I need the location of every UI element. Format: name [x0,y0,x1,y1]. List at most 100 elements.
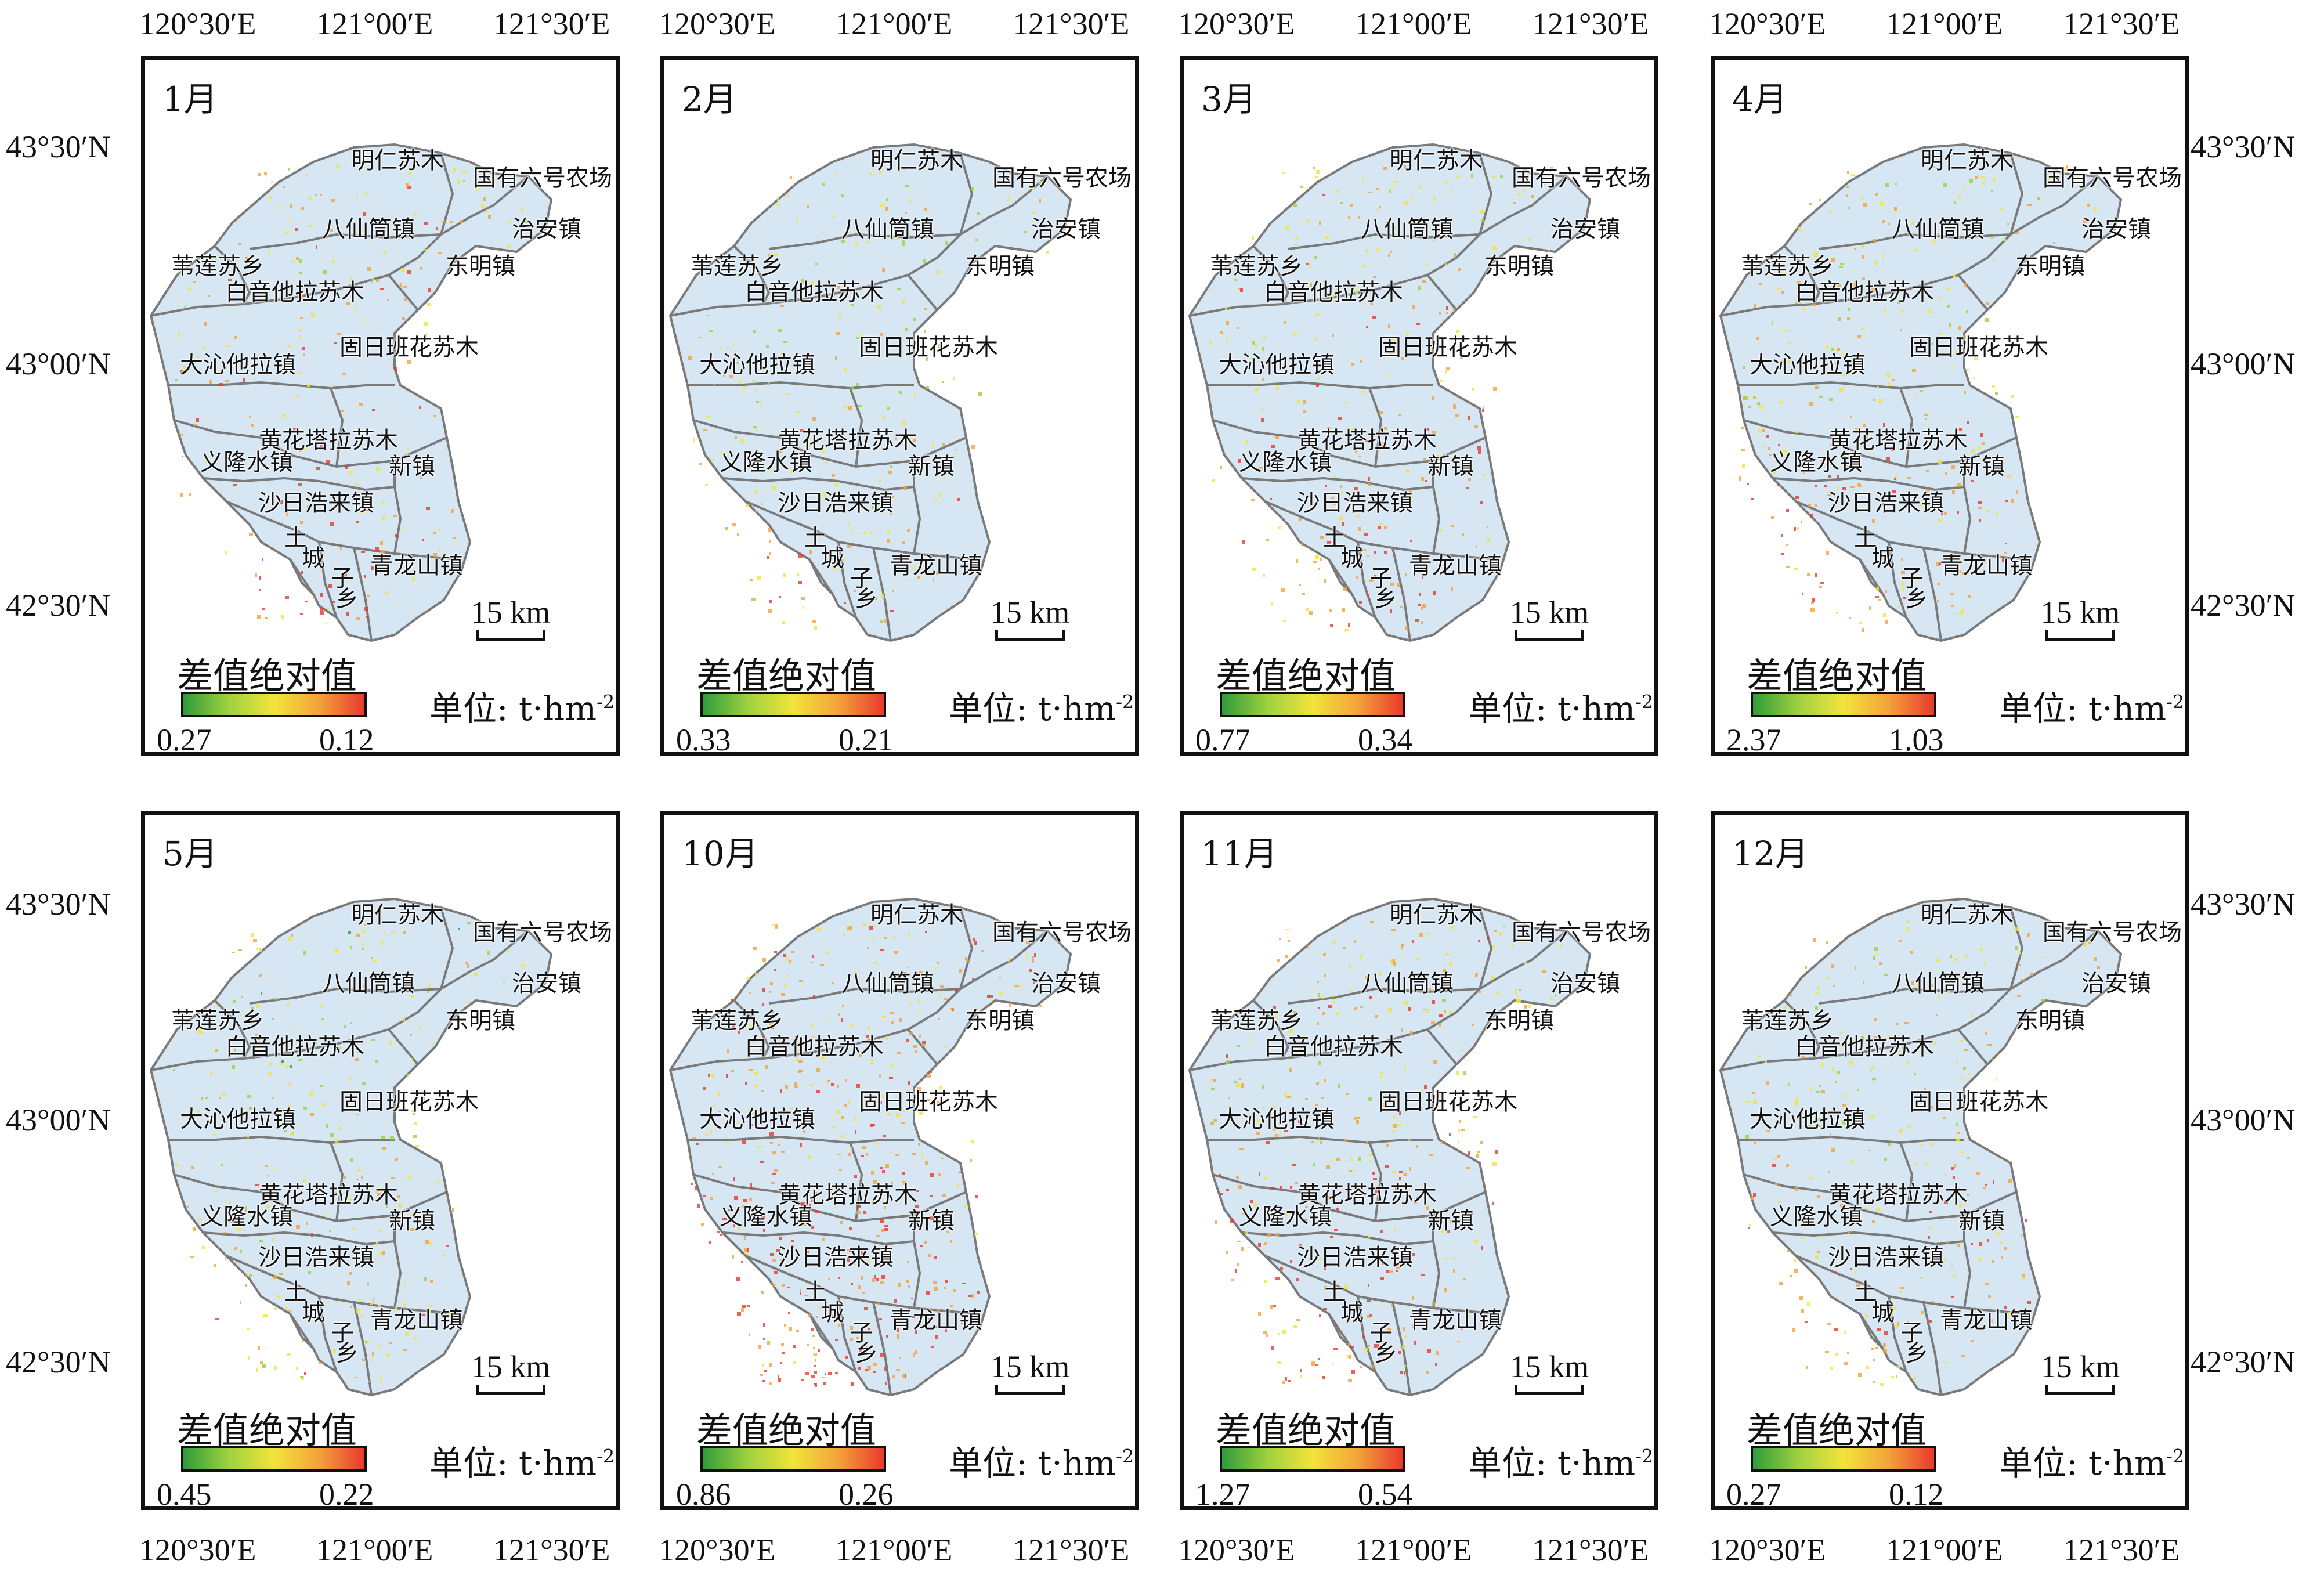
difference-pixel [1773,472,1776,474]
difference-pixel [1866,1208,1869,1210]
difference-pixel [822,1377,825,1378]
lon-label: 120°30′E [659,1533,776,1567]
difference-pixel [329,1042,331,1045]
difference-pixel [1374,575,1376,579]
map-panel: 11月 明仁苏木 国有六号农场 八仙筒镇 治安镇 苇莲苏乡 东明镇 白音他拉苏木… [1180,811,1658,1510]
difference-pixel [1555,994,1556,997]
difference-pixel [1301,543,1303,546]
difference-pixel [1334,1229,1338,1231]
difference-pixel [377,1193,381,1196]
difference-pixel [1389,190,1391,193]
difference-pixel [407,186,411,189]
difference-pixel [1952,490,1955,494]
difference-pixel [785,393,789,395]
difference-pixel [1356,515,1360,518]
difference-pixel [421,1097,425,1101]
difference-pixel [1421,607,1423,610]
unit-text: 单位: t·hm [1999,689,2167,728]
difference-pixel [1837,475,1839,478]
difference-pixel [1959,428,1962,431]
difference-pixel [1967,1157,1970,1159]
difference-pixel [367,595,370,597]
difference-pixel [902,1110,905,1112]
difference-pixel [407,1176,411,1179]
town-label: 八仙筒镇 [1892,216,1985,243]
difference-pixel [811,1375,815,1378]
difference-pixel [839,1169,842,1171]
difference-pixels [688,167,1049,630]
difference-pixel [809,550,812,554]
difference-pixel [1872,1078,1876,1080]
difference-pixel [741,1308,744,1312]
difference-pixel [1889,1254,1891,1256]
difference-pixel [805,1372,809,1375]
difference-pixel [1393,1263,1395,1266]
difference-pixel [193,1227,196,1231]
difference-pixel [1899,940,1902,942]
difference-pixel [503,981,505,982]
difference-pixel [305,601,308,602]
difference-pixel [1249,1038,1251,1041]
difference-pixel [865,1369,869,1371]
difference-pixel [2041,999,2045,1002]
map-panel: 10月 明仁苏木 国有六号农场 八仙筒镇 治安镇 苇莲苏乡 东明镇 白音他拉苏木… [660,811,1139,1510]
difference-pixel [1299,1047,1302,1050]
difference-pixel [1925,489,1929,492]
difference-pixel [937,1309,940,1313]
difference-pixel [352,1228,355,1230]
difference-pixel [933,1326,937,1328]
difference-pixel [899,391,902,394]
difference-pixel [376,1242,378,1246]
difference-pixel [891,496,894,498]
difference-pixel [2097,966,2100,969]
difference-pixel [1894,478,1896,480]
difference-pixel [333,1349,336,1353]
difference-pixel [528,980,530,982]
difference-pixel [364,924,366,926]
difference-pixel [1872,519,1875,523]
difference-pixel [1898,606,1900,608]
difference-pixel [1422,575,1423,579]
difference-pixel [719,348,722,349]
difference-pixel [897,557,901,559]
difference-pixel [1306,263,1309,265]
difference-pixel [407,447,409,451]
difference-pixel [279,1273,283,1275]
difference-pixel [1032,187,1034,190]
difference-pixel [1418,286,1421,290]
difference-pixel [783,573,786,577]
difference-pixel [1039,1005,1042,1007]
difference-pixel [1924,414,1928,416]
difference-pixel [874,597,877,600]
difference-pixel [284,1307,287,1310]
legend-color-ramp [700,1446,886,1472]
difference-pixel [880,1167,883,1169]
difference-pixel [194,424,197,426]
difference-pixel [285,596,289,599]
difference-pixel [774,1271,778,1274]
difference-pixel [1826,551,1829,555]
town-label: 土 [1323,525,1346,551]
difference-pixel [974,1233,978,1235]
difference-pixel [251,424,254,427]
difference-pixel [1499,932,1502,936]
difference-pixel [1369,1160,1371,1162]
town-label: 青龙山镇 [890,1307,982,1334]
difference-pixel [1300,1369,1302,1372]
difference-pixel [1381,442,1385,446]
town-label: 大沁他拉镇 [1219,352,1335,378]
lon-label: 120°30′E [1709,1533,1826,1567]
difference-pixel [1313,561,1317,563]
difference-pixel [1457,1341,1460,1342]
difference-pixel [349,1272,352,1275]
difference-pixel [1847,465,1849,467]
difference-pixel [793,1119,796,1122]
difference-pixel [1797,281,1801,284]
difference-pixel [452,1208,454,1212]
difference-pixel [1024,231,1027,233]
difference-pixel [248,1259,250,1260]
difference-pixel [837,1154,841,1155]
difference-pixel [1331,1159,1333,1161]
difference-pixel [1342,522,1344,526]
difference-pixel [1951,366,1953,369]
